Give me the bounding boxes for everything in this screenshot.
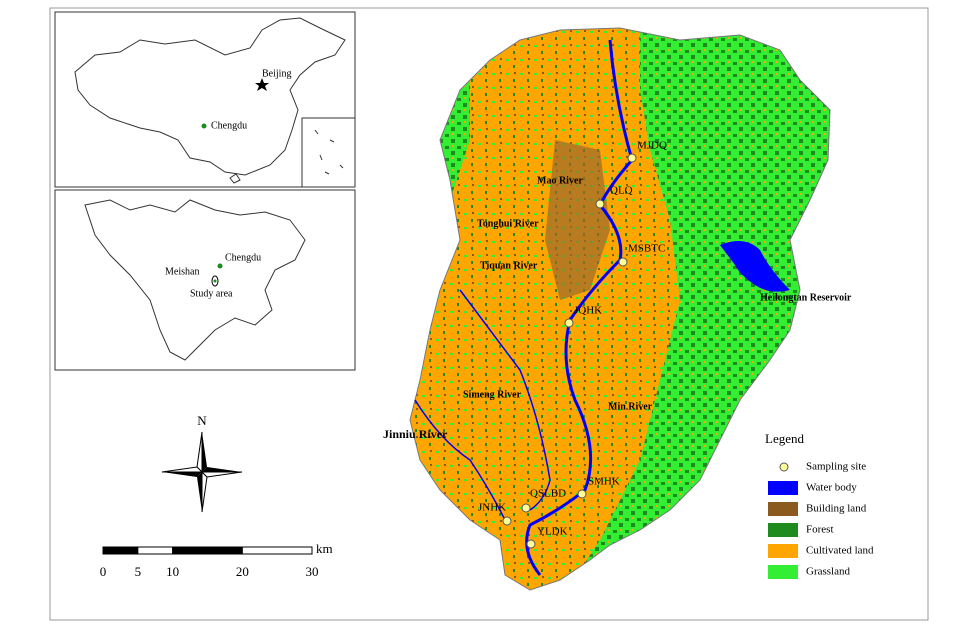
site-label: JQHK [574, 305, 602, 317]
chengdu-dot [217, 263, 223, 269]
river-label: Tiquan River [480, 260, 538, 271]
site-label: YLDK [537, 526, 568, 538]
site-label: MJDQ [637, 140, 667, 152]
river-label: Simeng River [463, 389, 522, 400]
building-land [545, 140, 610, 300]
south-sea-box [301, 117, 356, 188]
scale-segment [241, 546, 313, 555]
scale-label: 10 [166, 564, 179, 579]
islands [314, 129, 344, 175]
arrow-part [197, 472, 202, 512]
scale-unit: km [316, 541, 333, 556]
legend-swatch [768, 481, 798, 495]
sampling-site [618, 257, 628, 267]
beijing-star [255, 78, 269, 91]
place-label: Chengdu [225, 252, 261, 263]
river-label: Mao River [537, 175, 583, 186]
hainan [229, 173, 241, 184]
place-label: Beijing [262, 68, 291, 79]
arrow-part [202, 467, 242, 472]
river-label: Jinniu River [383, 427, 448, 441]
study-area-dot [213, 279, 217, 283]
jinniu-river [414, 399, 506, 521]
legend-title: Legend [765, 431, 804, 446]
reservoir [720, 241, 790, 292]
scale-label: 20 [236, 564, 249, 579]
legend-label: Forest [806, 524, 834, 536]
legend-swatch [768, 565, 798, 579]
legend-symbol [779, 462, 789, 472]
simeng-river [459, 289, 551, 511]
legend-label: Sampling site [806, 461, 866, 473]
scale-bar: 0 5 10 20 30 km [100, 541, 333, 579]
site-label: JNHK [478, 502, 506, 514]
china-outline [74, 17, 346, 176]
scale-segment [172, 546, 243, 555]
legend-label: Water body [806, 482, 857, 494]
sampling-site [564, 318, 574, 328]
scale-label: 5 [135, 564, 142, 579]
chengdu-dot [201, 123, 207, 129]
arrow-part [162, 472, 202, 477]
site-label: QLQ [610, 185, 633, 197]
sampling-site [577, 489, 587, 499]
legend-label: Cultivated land [806, 545, 874, 557]
china-inset: Beijing Chengdu [54, 11, 356, 188]
north-label: N [197, 413, 207, 428]
sampling-site [502, 516, 512, 526]
site-label: SMHK [588, 476, 620, 488]
legend-label: Building land [806, 503, 867, 515]
sampling-site [526, 539, 536, 549]
legend-swatch [768, 523, 798, 537]
place-label: Meishan [165, 266, 199, 277]
sampling-site [595, 199, 605, 209]
scale-label: 30 [306, 564, 319, 579]
river-label: Tonghui River [477, 218, 539, 229]
sichuan-outline [84, 199, 306, 361]
legend-label: Grassland [806, 566, 850, 578]
reservoir-label: Heilongtan Reservoir [760, 292, 852, 303]
scale-segment [102, 546, 139, 555]
site-label: MSBTC [628, 243, 665, 255]
scale-segment [137, 546, 174, 555]
site-label: QSLBD [530, 488, 566, 500]
arrow-part [202, 432, 207, 472]
basin-outline [409, 27, 831, 591]
sampling-site [521, 503, 531, 513]
place-label: Study area [190, 288, 233, 299]
legend-swatch [768, 544, 798, 558]
river-label: Min River [608, 401, 653, 412]
legend: Legend Sampling site Water body Building l… [765, 431, 874, 579]
north-arrow: N [161, 413, 243, 513]
scale-label: 0 [100, 564, 107, 579]
sampling-site [627, 153, 637, 163]
legend-swatch [768, 502, 798, 516]
place-label: Chengdu [211, 120, 247, 131]
sichuan-inset: Chengdu Meishan Study area [54, 189, 356, 371]
